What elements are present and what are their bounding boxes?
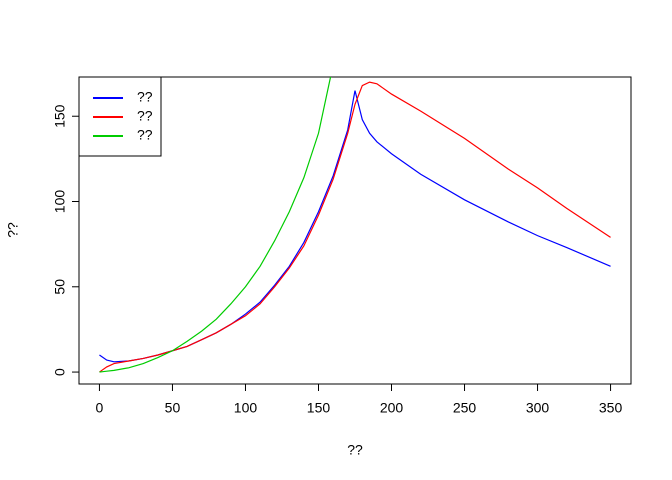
x-tick-label: 200 bbox=[380, 400, 404, 416]
y-tick-label: 100 bbox=[52, 190, 68, 214]
series-line bbox=[99, 90, 611, 363]
series-line bbox=[99, 77, 332, 373]
x-tick-label: 0 bbox=[96, 400, 104, 416]
legend-label: ?? bbox=[137, 127, 153, 143]
y-axis-label: ?? bbox=[5, 222, 21, 238]
legend-label: ?? bbox=[137, 108, 153, 124]
x-tick-label: 150 bbox=[307, 400, 331, 416]
x-axis-label: ?? bbox=[347, 442, 363, 458]
y-tick-label: 0 bbox=[52, 368, 68, 376]
x-tick-label: 350 bbox=[599, 400, 623, 416]
series-line bbox=[99, 81, 611, 373]
x-tick-label: 50 bbox=[165, 400, 181, 416]
plot-lines bbox=[99, 77, 611, 373]
legend-box bbox=[78, 76, 162, 157]
y-tick-label: 50 bbox=[52, 279, 68, 295]
x-tick-label: 250 bbox=[453, 400, 477, 416]
x-tick-label: 100 bbox=[234, 400, 258, 416]
x-tick-label: 300 bbox=[526, 400, 550, 416]
plot-frame bbox=[78, 76, 632, 385]
legend-label: ?? bbox=[137, 89, 153, 105]
y-tick-label: 150 bbox=[52, 104, 68, 128]
